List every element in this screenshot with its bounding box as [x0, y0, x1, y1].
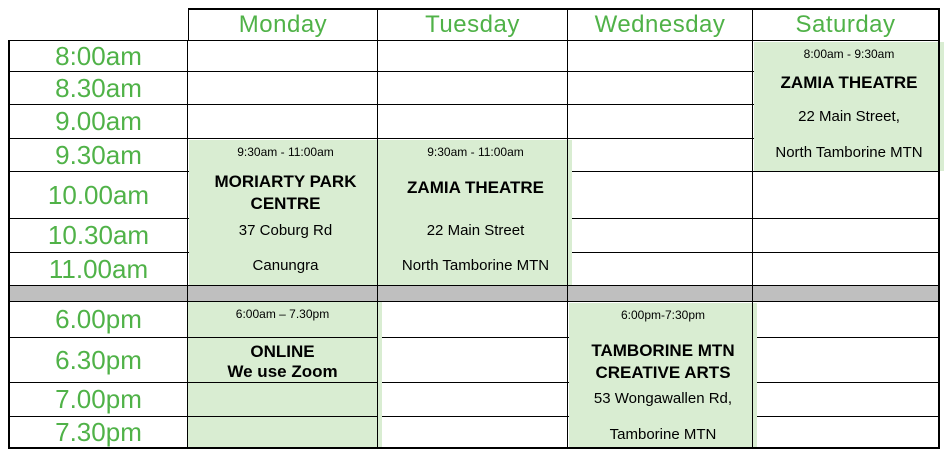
event-monday-evening-body: ONLINE We use Zoom	[188, 338, 378, 383]
empty-cell	[753, 253, 940, 286]
empty-cell	[568, 253, 753, 286]
empty-cell	[753, 302, 940, 338]
event-monday-evening-time: 6:00am – 7.30pm	[188, 302, 378, 338]
event-venue: TAMBORINE MTN CREATIVE ARTS	[591, 341, 735, 382]
event-monday-evening-fill	[188, 417, 378, 449]
empty-cell	[568, 219, 753, 253]
empty-cell	[568, 105, 753, 139]
time-label: 10.00am	[8, 172, 188, 219]
event-time-range: 9:30am - 11:00am	[427, 145, 524, 159]
event-saturday-morning: 8:00am - 9:30am ZAMIA THEATRE 22 Main St…	[754, 42, 944, 171]
event-venue: MORIARTY PARK CENTRE	[214, 172, 357, 213]
gray-divider-cell	[8, 286, 188, 302]
day-header-tuesday: Tuesday	[378, 8, 568, 41]
empty-cell	[188, 105, 378, 139]
event-address-line2: North Tamborine MTN	[401, 257, 550, 274]
event-address-line2: North Tamborine MTN	[775, 144, 923, 161]
empty-cell	[378, 41, 568, 72]
event-address-line1: 53 Wongawallen Rd,	[593, 390, 733, 407]
day-header-monday: Monday	[188, 8, 378, 41]
event-address-line2: Tamborine MTN	[609, 426, 717, 443]
empty-cell	[753, 219, 940, 253]
event-address-line1: 22 Main Street,	[798, 108, 900, 125]
gray-divider-cell	[753, 286, 940, 302]
corner-cell	[8, 8, 188, 41]
event-wednesday-evening: 6:00pm-7:30pm TAMBORINE MTN CREATIVE ART…	[569, 303, 757, 447]
empty-cell	[378, 105, 568, 139]
empty-cell	[753, 172, 940, 219]
event-venue: ZAMIA THEATRE	[780, 73, 918, 92]
empty-cell	[568, 172, 753, 219]
event-time-range: 6:00pm-7:30pm	[620, 308, 706, 322]
empty-cell	[568, 139, 753, 172]
gray-divider-cell	[568, 286, 753, 302]
time-label: 7.00pm	[8, 383, 188, 417]
event-overflow-strip	[378, 302, 382, 447]
time-label: 6.00pm	[8, 302, 188, 338]
time-label: 11.00am	[8, 253, 188, 286]
event-venue: ZAMIA THEATRE	[407, 178, 544, 197]
event-address-line1: 22 Main Street	[426, 222, 525, 239]
day-header-saturday: Saturday	[753, 8, 940, 41]
empty-cell	[378, 302, 568, 338]
empty-cell	[568, 41, 753, 72]
empty-cell	[753, 338, 940, 383]
time-label: 7.30pm	[8, 417, 188, 449]
time-label: 8:00am	[8, 41, 188, 72]
event-monday-evening-fill	[188, 383, 378, 417]
time-label: 9.30am	[8, 139, 188, 172]
empty-cell	[568, 72, 753, 105]
gray-divider-cell	[378, 286, 568, 302]
empty-cell	[753, 383, 940, 417]
empty-cell	[378, 383, 568, 417]
gray-divider-cell	[188, 286, 378, 302]
empty-cell	[753, 417, 940, 449]
time-label: 10.30am	[8, 219, 188, 253]
event-venue-line2: We use Zoom	[227, 362, 338, 381]
empty-cell	[188, 72, 378, 105]
event-venue: ONLINE	[250, 342, 315, 361]
time-label: 8.30am	[8, 72, 188, 105]
event-tuesday-morning: 9:30am - 11:00am ZAMIA THEATRE 22 Main S…	[379, 140, 572, 285]
time-label: 6.30pm	[8, 338, 188, 383]
event-address-line2: Canungra	[252, 257, 319, 274]
empty-cell	[188, 41, 378, 72]
empty-cell	[378, 338, 568, 383]
event-monday-morning: 9:30am - 11:00am MORIARTY PARK CENTRE 37…	[189, 140, 382, 285]
empty-cell	[378, 72, 568, 105]
event-time-range: 9:30am - 11:00am	[237, 145, 334, 159]
empty-cell	[378, 417, 568, 449]
event-time-range: 8:00am - 9:30am	[803, 47, 895, 61]
day-header-wednesday: Wednesday	[568, 8, 753, 41]
time-label: 9.00am	[8, 105, 188, 139]
event-address-line1: 37 Coburg Rd	[238, 222, 333, 239]
